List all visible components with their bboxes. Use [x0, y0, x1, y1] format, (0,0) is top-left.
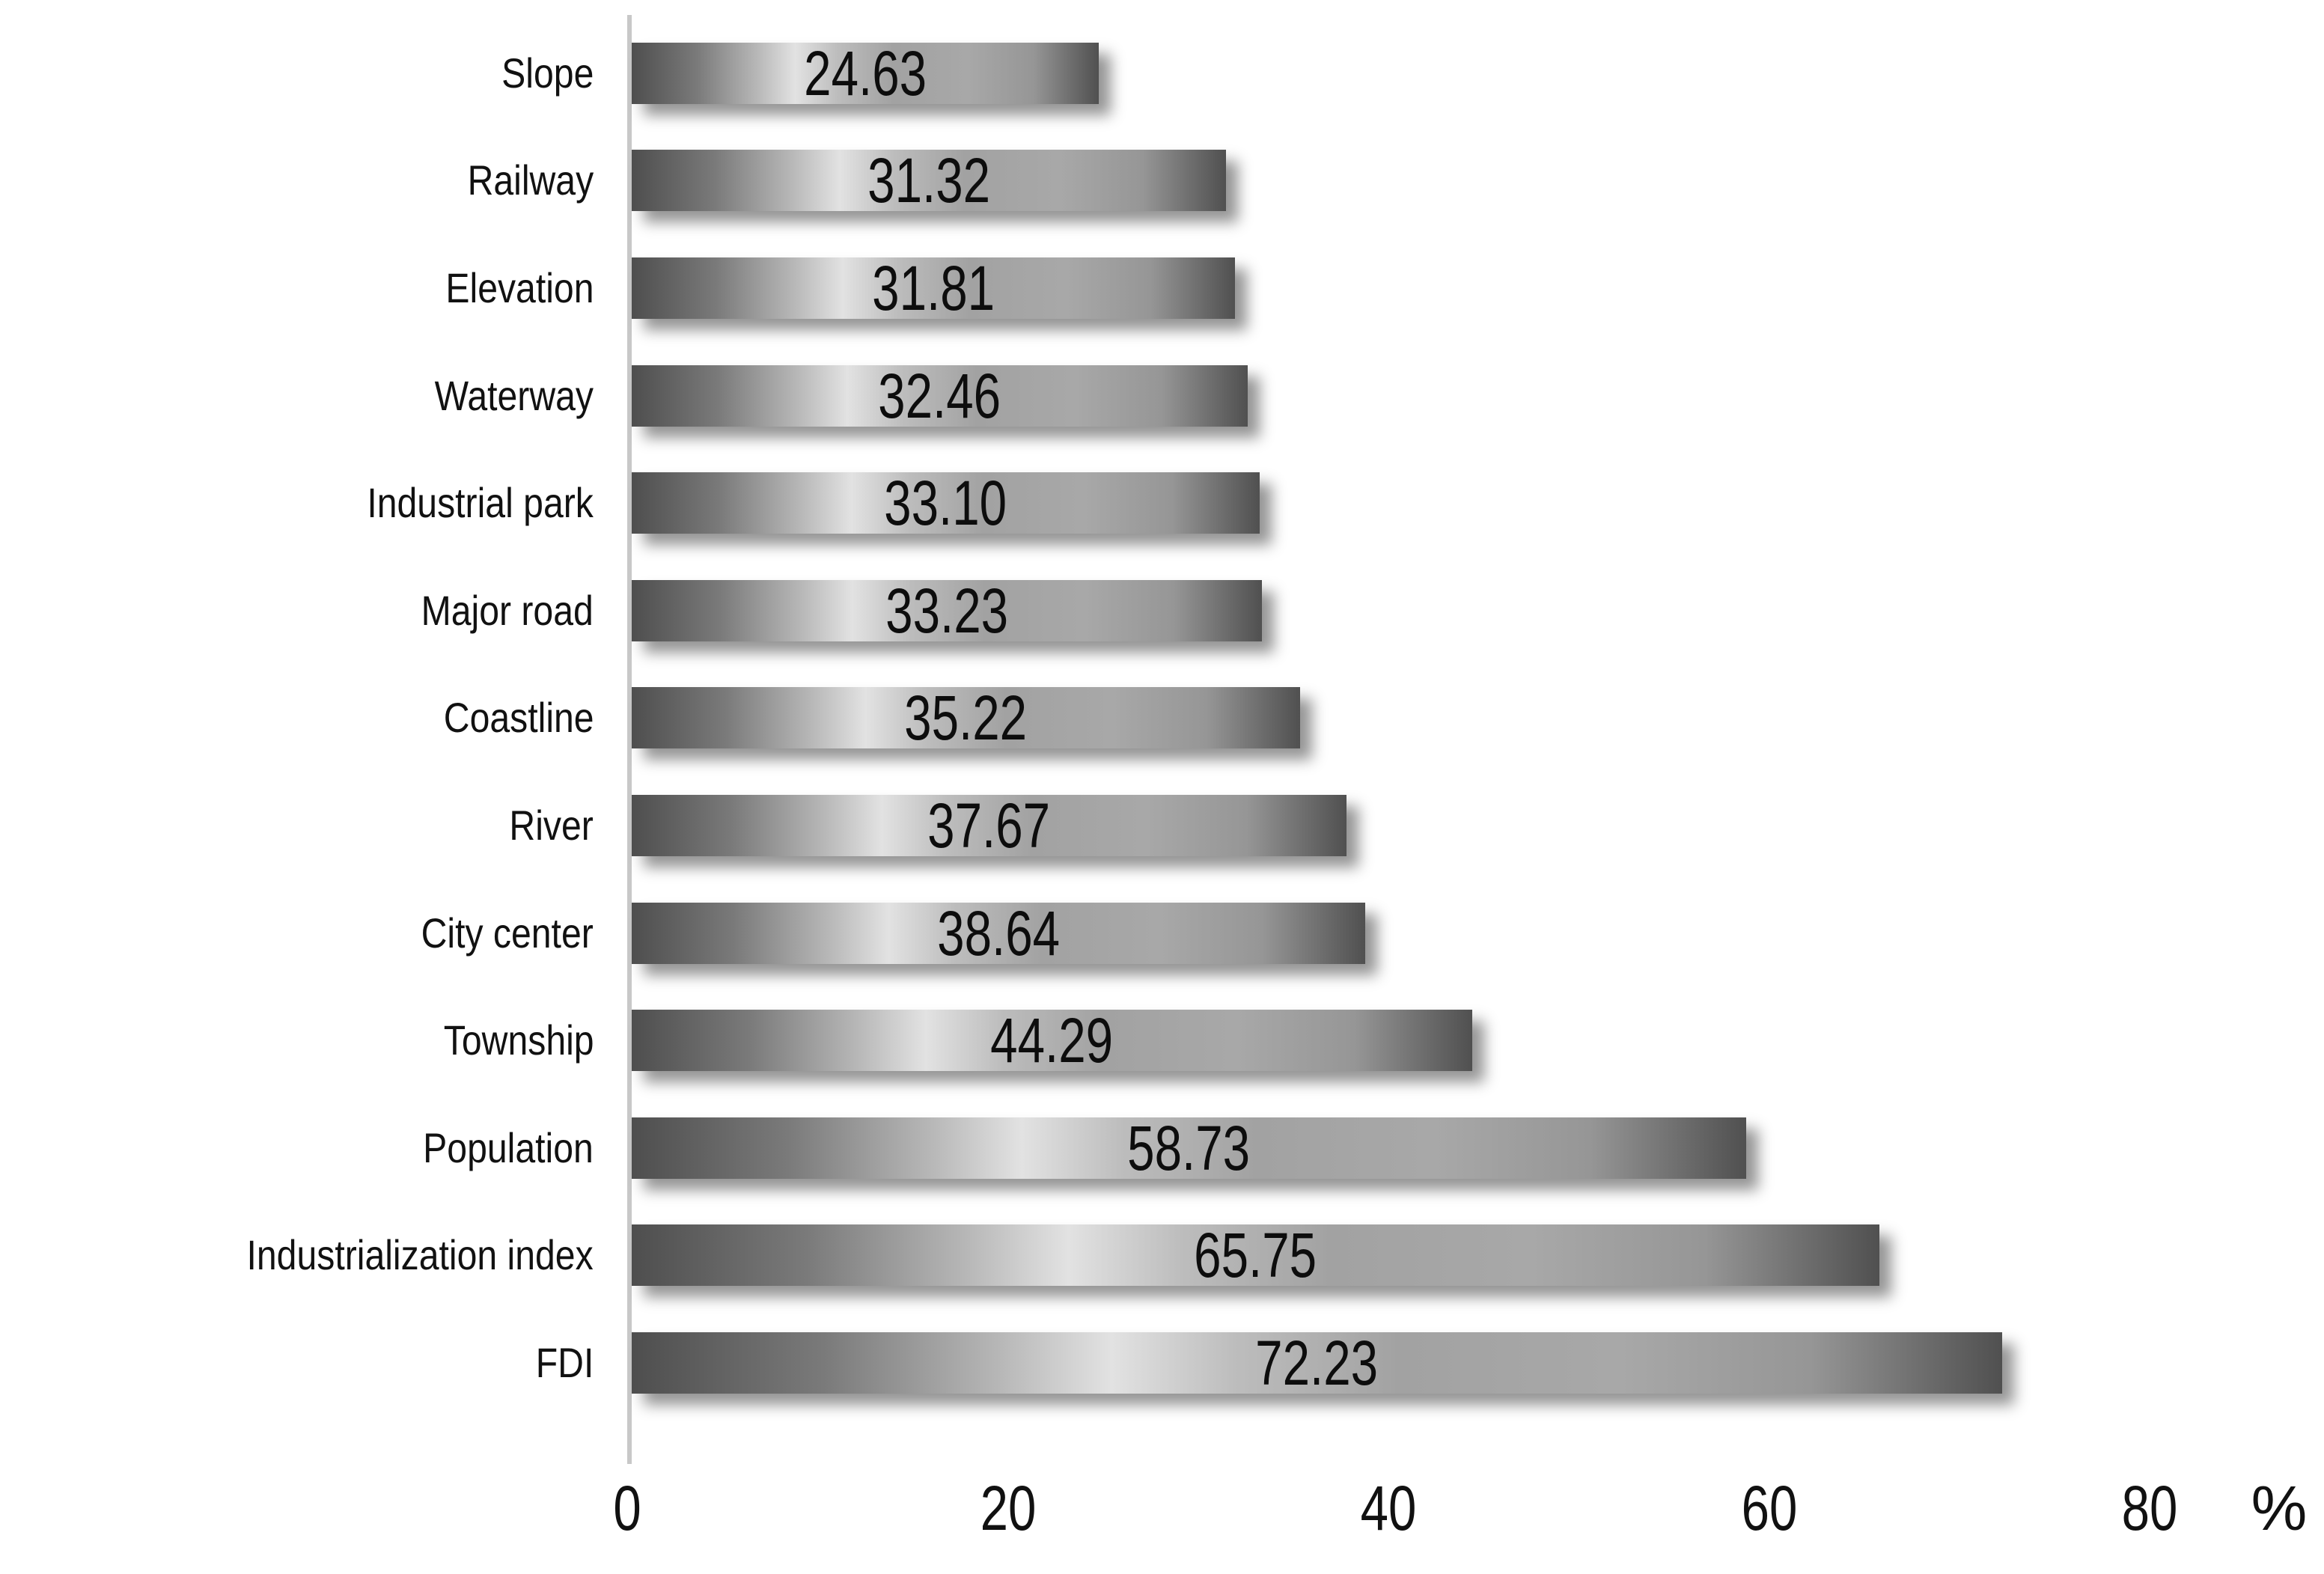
- bar-row: 72.23: [632, 1309, 2150, 1417]
- bar-row: 58.73: [632, 1094, 2150, 1202]
- x-axis-unit-label: %: [2251, 1473, 2308, 1543]
- bar: 37.67: [632, 790, 1346, 861]
- category-label-cell: Waterway: [0, 342, 599, 450]
- category-label: Waterway: [434, 371, 594, 419]
- bar-row: 33.10: [632, 449, 2150, 557]
- bar-row: 37.67: [632, 772, 2150, 879]
- category-label-cell: Population: [0, 1094, 599, 1202]
- bar-row: 35.22: [632, 665, 2150, 772]
- category-label: City center: [421, 909, 594, 957]
- x-axis-tick-label: 80: [2121, 1473, 2178, 1543]
- category-label: Township: [443, 1016, 594, 1064]
- x-axis-tick-label: 0: [613, 1473, 641, 1543]
- x-axis-tick-label: 20: [980, 1473, 1036, 1543]
- bar-row: 31.81: [632, 234, 2150, 342]
- bar-value-label: 58.73: [1127, 1112, 1251, 1183]
- bar-value-label: 35.22: [904, 683, 1028, 754]
- category-label: Slope: [501, 49, 594, 97]
- bar: 24.63: [632, 37, 1100, 109]
- bar-row: 31.32: [632, 127, 2150, 235]
- bar: 31.81: [632, 252, 1236, 323]
- bar: 58.73: [632, 1112, 1746, 1183]
- category-label-cell: Township: [0, 986, 599, 1094]
- bar-row: 38.64: [632, 879, 2150, 987]
- bar-value-label: 72.23: [1255, 1327, 1379, 1398]
- bar-row: 65.75: [632, 1202, 2150, 1310]
- bar-value-label: 32.46: [878, 360, 1001, 431]
- bar-row: 33.23: [632, 557, 2150, 665]
- category-label-cell: Industrialization index: [0, 1202, 599, 1310]
- category-label: Coastline: [443, 694, 594, 742]
- bar: 32.46: [632, 360, 1248, 431]
- bar-row: 32.46: [632, 342, 2150, 450]
- category-label-cell: Slope: [0, 19, 599, 127]
- bar-value-label: 24.63: [804, 37, 927, 109]
- category-label-cell: Coastline: [0, 665, 599, 772]
- category-axis-labels: Slope Railway Elevation Waterway Industr…: [0, 19, 599, 1417]
- bar-value-label: 65.75: [1194, 1220, 1317, 1291]
- bar-value-label: 38.64: [936, 897, 1060, 969]
- category-label-cell: Elevation: [0, 234, 599, 342]
- category-label-cell: Industrial park: [0, 449, 599, 557]
- bar: 35.22: [632, 683, 1300, 754]
- bar: 72.23: [632, 1327, 2003, 1398]
- bar-row: 44.29: [632, 986, 2150, 1094]
- category-label: River: [509, 801, 594, 849]
- bar-value-label: 31.81: [872, 252, 995, 323]
- category-label-cell: City center: [0, 879, 599, 987]
- bar: 44.29: [632, 1005, 1472, 1076]
- bar-value-label: 31.32: [867, 145, 990, 216]
- category-label: Elevation: [445, 263, 594, 311]
- category-label: FDI: [535, 1338, 594, 1386]
- category-label: Railway: [467, 156, 594, 204]
- category-label: Industrialization index: [246, 1231, 594, 1279]
- category-label: Population: [423, 1123, 594, 1171]
- bar-value-label: 37.67: [927, 790, 1051, 861]
- bar-value-label: 33.10: [884, 468, 1007, 539]
- bar: 65.75: [632, 1220, 1879, 1291]
- bar: 33.23: [632, 575, 1263, 646]
- category-label-cell: Major road: [0, 557, 599, 665]
- bar: 38.64: [632, 897, 1365, 969]
- bar-value-label: 44.29: [990, 1005, 1114, 1076]
- x-axis-tick-label: 60: [1741, 1473, 1797, 1543]
- category-label: Industrial park: [367, 479, 594, 527]
- category-label-cell: River: [0, 772, 599, 879]
- bar: 31.32: [632, 145, 1226, 216]
- category-label-cell: FDI: [0, 1309, 599, 1417]
- plot-area: 24.63 31.32 31.81 32.46: [627, 15, 2150, 1464]
- bar: 33.10: [632, 472, 1260, 534]
- category-label-cell: Railway: [0, 127, 599, 235]
- category-label: Major road: [421, 586, 594, 634]
- x-axis-tick-label: 40: [1360, 1473, 1417, 1543]
- bar-row: 24.63: [632, 19, 2150, 127]
- bar-value-label: 33.23: [885, 575, 1009, 646]
- x-axis-tick-labels: 0 20 40 60 80: [585, 1459, 2192, 1557]
